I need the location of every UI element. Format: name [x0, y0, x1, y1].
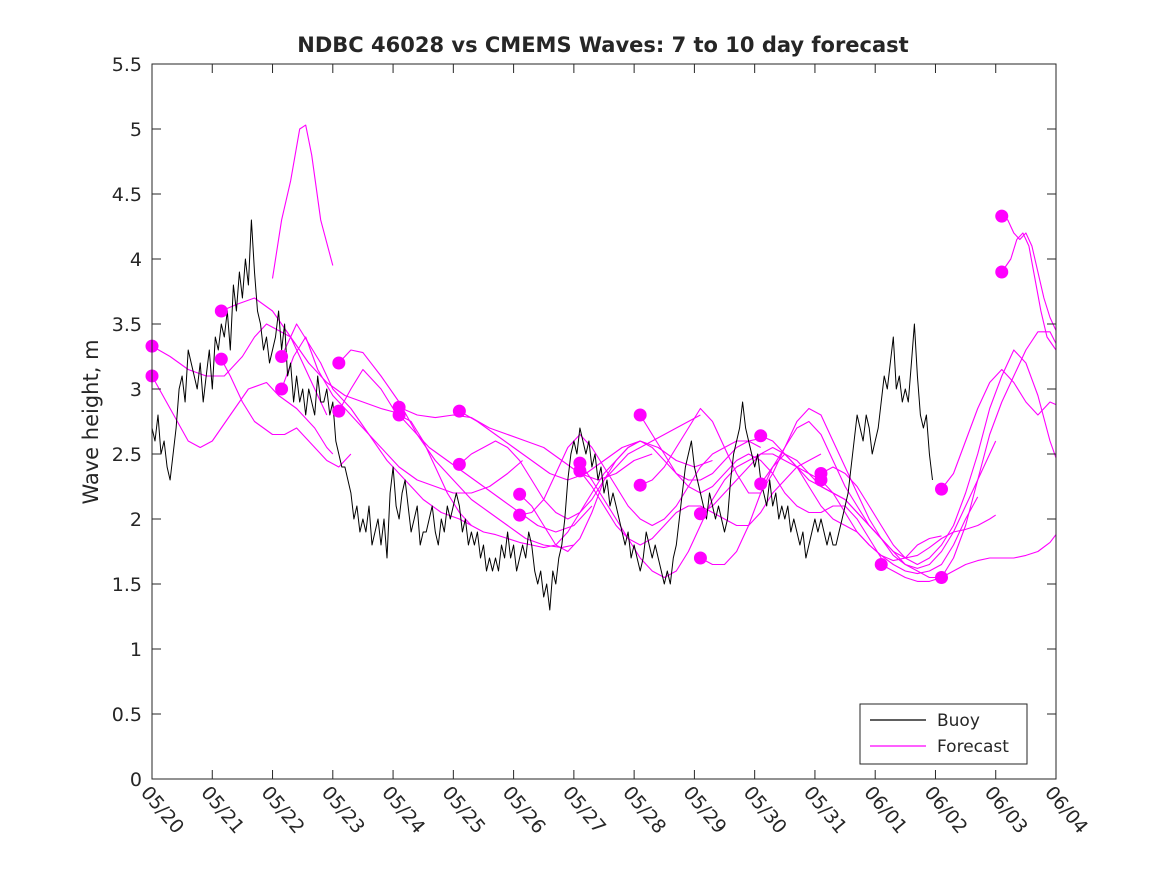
y-tick-label: 5.5: [112, 54, 142, 76]
forecast-start-marker: [633, 478, 647, 492]
forecast-start-marker: [513, 508, 527, 522]
forecast-series-line: [1001, 232, 1057, 351]
legend: Buoy Forecast: [859, 703, 1028, 765]
forecast-start-marker: [633, 408, 647, 422]
forecast-series-line: [281, 336, 523, 494]
forecast-series-line: [151, 323, 328, 416]
y-axis-ticks: 0 0.5 1 1.5 2 2.5 3 3.5 4 4.5 5 5.5: [112, 54, 1056, 791]
plot-markers-group: [145, 209, 1009, 584]
forecast-series-line: [760, 407, 997, 569]
forecast-start-marker: [392, 408, 406, 422]
forecast-series-line: [1001, 215, 1057, 331]
y-tick-label: 0.5: [112, 704, 142, 726]
plot-lines-group: [151, 124, 1057, 611]
forecast-start-marker: [513, 487, 527, 501]
forecast-start-marker: [452, 457, 466, 471]
y-tick-label: 0: [130, 769, 142, 791]
forecast-series-line: [519, 433, 761, 527]
y-tick-label: 2: [130, 509, 142, 531]
forecast-start-marker: [573, 464, 587, 478]
y-tick-label: 1.5: [112, 574, 142, 596]
forecast-start-marker: [693, 551, 707, 565]
forecast-start-marker: [934, 482, 948, 496]
y-tick-label: 3.5: [112, 314, 142, 336]
forecast-start-marker: [754, 477, 768, 491]
y-tick-label: 5: [130, 119, 142, 141]
legend-label-buoy: Buoy: [937, 711, 980, 731]
forecast-start-marker: [995, 209, 1009, 223]
y-tick-label: 3: [130, 379, 142, 401]
forecast-start-marker: [214, 352, 228, 366]
forecast-start-marker: [934, 571, 948, 584]
forecast-start-marker: [275, 382, 289, 396]
forecast-start-marker: [754, 429, 768, 443]
forecast-start-marker: [275, 350, 289, 363]
buoy-series-line: [151, 219, 933, 611]
forecast-start-marker: [332, 356, 346, 370]
forecast-series-line: [941, 331, 1057, 578]
forecast-start-marker: [214, 304, 228, 318]
forecast-series-line: [459, 414, 701, 520]
forecast-series-line: [820, 479, 979, 575]
legend-box: [859, 703, 1028, 765]
chart-title: NDBC 46028 vs CMEMS Waves: 7 to 10 day f…: [297, 33, 908, 57]
forecast-series-line: [459, 410, 713, 481]
forecast-series-line: [220, 358, 352, 468]
forecast-start-marker: [995, 265, 1009, 279]
y-tick-label: 2.5: [112, 444, 142, 466]
forecast-series-line: [398, 406, 653, 481]
forecast-series-line: [941, 368, 1057, 490]
forecast-series-line: [151, 375, 334, 455]
y-axis-label: Wave height, m: [79, 339, 103, 504]
forecast-start-marker: [693, 507, 707, 521]
y-tick-label: 4.5: [112, 184, 142, 206]
forecast-series-line: [338, 349, 575, 549]
forecast-series-line: [700, 446, 942, 562]
y-tick-label: 4: [130, 249, 142, 271]
legend-label-forecast: Forecast: [937, 737, 1009, 757]
y-tick-label: 1: [130, 639, 142, 661]
plot-area-frame: [151, 63, 1057, 780]
forecast-series-line: [271, 124, 334, 279]
forecast-series-line: [221, 297, 406, 416]
forecast-series-line: [880, 534, 1057, 582]
forecast-start-marker: [332, 404, 346, 418]
forecast-start-marker: [452, 404, 466, 418]
forecast-start-marker: [874, 558, 888, 571]
forecast-series-line: [398, 414, 641, 549]
forecast-start-marker: [814, 473, 828, 487]
forecast-series-line: [519, 437, 761, 553]
forecast-series-line: [579, 453, 822, 546]
